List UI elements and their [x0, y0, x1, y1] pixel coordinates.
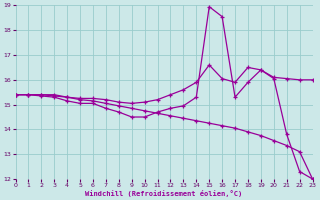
X-axis label: Windchill (Refroidissement éolien,°C): Windchill (Refroidissement éolien,°C): [85, 190, 243, 197]
